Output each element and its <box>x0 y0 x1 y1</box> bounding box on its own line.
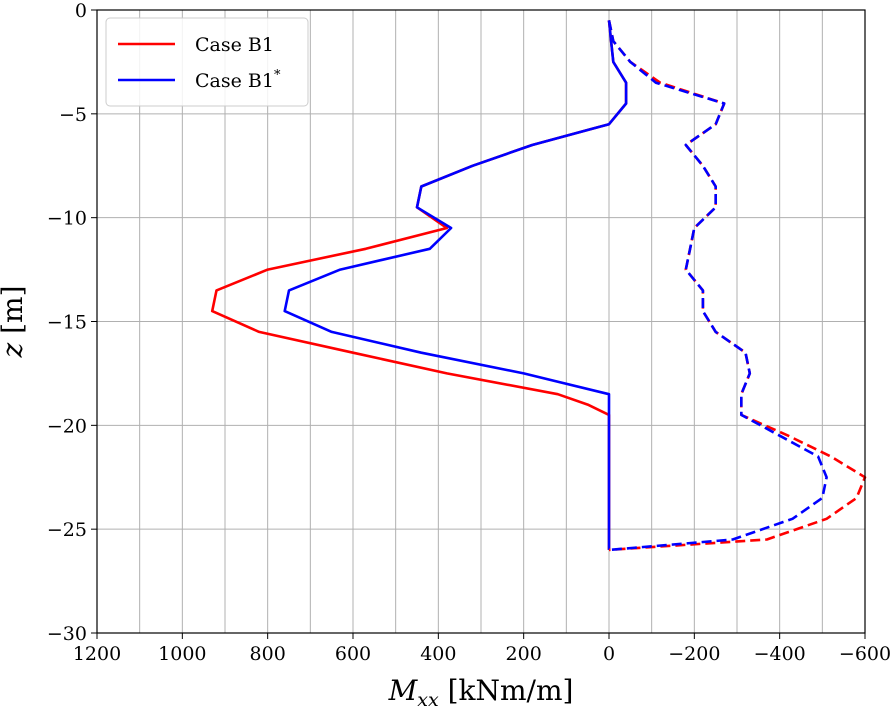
y-tick-label-6: −30 <box>47 623 87 645</box>
y-tick-label-4: −20 <box>47 415 87 437</box>
legend-label-case-b1: Case B1 <box>195 34 274 56</box>
legend-box <box>105 17 309 107</box>
grid <box>96 9 866 634</box>
y-axis-title-main: z <box>0 343 29 359</box>
x-tick-label-3: 600 <box>335 643 371 665</box>
x-tick-label-4: 400 <box>420 643 456 665</box>
x-axis-title: Mxx [kNm/m] <box>388 674 574 709</box>
y-tick-label-1: −5 <box>59 104 87 126</box>
legend-label-case-b1-star-superscript: * <box>274 68 281 83</box>
x-axis-title-subscript: xx <box>417 689 439 709</box>
x-tick-label-2: 800 <box>250 643 286 665</box>
x-tick-label-8: −400 <box>754 643 806 665</box>
x-axis-title-unit: [kNm/m] <box>439 674 574 707</box>
legend-label-case-b1-star: Case B1* <box>195 68 281 92</box>
y-axis-title-unit: [m] <box>0 285 29 342</box>
series-line-1-solid <box>283 20 628 550</box>
y-tick-label-0: 0 <box>75 0 87 22</box>
x-tick-label-1: 1000 <box>158 643 206 665</box>
plot-series <box>210 20 867 552</box>
y-tick-label-2: −10 <box>47 208 87 230</box>
legend-label-case-b1-text: Case B1 <box>195 34 274 56</box>
y-tick-label-3: −15 <box>47 312 87 334</box>
series-line-3-dashed <box>607 20 828 552</box>
x-tick-label-7: −200 <box>668 643 720 665</box>
x-axis-title-main: M <box>388 674 419 707</box>
legend: Case B1 Case B1* <box>105 17 309 107</box>
x-tick-label-9: −600 <box>839 643 891 665</box>
legend-label-case-b1-star-text: Case B1 <box>195 70 274 92</box>
x-tick-label-0: 1200 <box>73 643 121 665</box>
x-tick-label-5: 200 <box>506 643 542 665</box>
y-axis-title: z [m] <box>0 285 29 358</box>
axis-ticks: 1200 1000 800 600 400 200 0 −200 −400 −600 0 −5 −10 −… <box>47 0 891 665</box>
x-tick-label-6: 0 <box>603 643 615 665</box>
y-tick-label-5: −25 <box>47 519 87 541</box>
